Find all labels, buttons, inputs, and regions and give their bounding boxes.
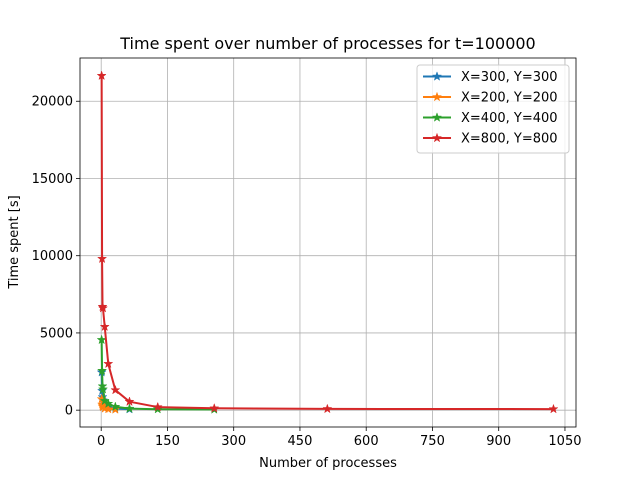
data-point (124, 396, 135, 407)
data-point (99, 321, 110, 332)
legend-label: X=300, Y=300 (461, 70, 558, 85)
data-point (322, 403, 333, 414)
data-point (96, 365, 108, 376)
legend-item: X=400, Y=400 (423, 111, 558, 126)
data-point (124, 403, 135, 413)
x-tick-label: 0 (97, 434, 105, 449)
legend-marker (431, 112, 443, 122)
data-point (110, 384, 121, 395)
y-axis-ticks: 0 5000 10000 15000 20000 (32, 95, 80, 419)
legend-label: X=200, Y=200 (461, 91, 558, 106)
x-tick-label: 300 (221, 434, 246, 449)
series-4 (96, 70, 559, 414)
chart-title: Time spent over number of processes for … (119, 34, 535, 53)
series-layer (96, 70, 559, 414)
data-point (548, 403, 559, 414)
legend-label: X=800, Y=800 (461, 132, 558, 147)
data-point (110, 401, 121, 412)
y-tick-label: 0 (65, 404, 73, 419)
x-tick-label: 1050 (548, 434, 581, 449)
y-tick-label: 10000 (32, 249, 73, 264)
plot-frame (79, 57, 577, 428)
data-point (209, 402, 220, 413)
legend-label: X=400, Y=400 (461, 111, 558, 126)
data-point (152, 401, 163, 412)
series-line (100, 75, 554, 411)
data-point (103, 398, 114, 409)
data-point (97, 383, 109, 394)
x-tick-label: 900 (486, 434, 511, 449)
data-point (97, 302, 109, 313)
data-point (103, 358, 114, 369)
legend-marker (431, 132, 443, 143)
x-tick-label: 150 (155, 434, 180, 449)
legend-box (416, 64, 570, 154)
legend-item: X=800, Y=800 (423, 132, 558, 147)
data-point (103, 403, 114, 414)
x-axis-label: Number of processes (259, 456, 397, 471)
y-tick-label: 20000 (32, 95, 73, 110)
legend: X=300, Y=300 X=200, Y=200 X=400, Y=400 X=80… (416, 64, 570, 154)
y-axis-label: Time spent [s] (7, 195, 22, 289)
legend-marker (431, 91, 443, 102)
data-point (96, 253, 108, 264)
legend-marker (431, 71, 443, 81)
series-3 (96, 334, 220, 414)
data-point (96, 70, 107, 81)
legend-item: X=300, Y=300 (423, 70, 558, 85)
x-tick-label: 750 (420, 434, 445, 449)
x-axis-ticks: 0 150 300 450 600 750 900 1050 (97, 427, 582, 449)
x-tick-label: 600 (354, 434, 379, 449)
legend-item: X=200, Y=200 (423, 91, 558, 106)
x-tick-label: 450 (288, 434, 313, 449)
y-tick-label: 15000 (32, 172, 73, 187)
y-tick-label: 5000 (40, 326, 73, 341)
